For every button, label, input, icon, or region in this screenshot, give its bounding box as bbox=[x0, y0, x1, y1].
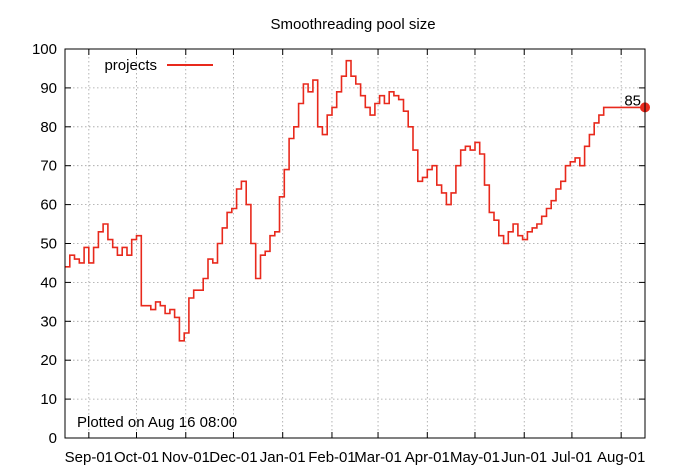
y-tick-label: 100 bbox=[32, 41, 57, 58]
x-tick-label: Dec-01 bbox=[209, 449, 257, 466]
grid-layer bbox=[65, 49, 645, 438]
y-tick-label: 40 bbox=[40, 274, 57, 291]
x-tick-label: Jun-01 bbox=[501, 449, 547, 466]
y-tick-label: 70 bbox=[40, 158, 57, 175]
plotted-on-note: Plotted on Aug 16 08:00 bbox=[77, 414, 237, 431]
y-tick-label: 80 bbox=[40, 119, 57, 136]
y-tick-label: 50 bbox=[40, 236, 57, 253]
legend: projects bbox=[104, 57, 213, 74]
series-line-projects bbox=[65, 59, 645, 342]
x-tick-label: Sep-01 bbox=[65, 449, 113, 466]
y-tick-label: 0 bbox=[49, 430, 57, 447]
x-tick-label: Oct-01 bbox=[114, 449, 159, 466]
x-tick-label: Jan-01 bbox=[260, 449, 306, 466]
series-end-label: 85 bbox=[624, 92, 641, 109]
legend-label-projects: projects bbox=[104, 57, 157, 74]
x-tick-label: Apr-01 bbox=[405, 449, 450, 466]
x-axis: Sep-01 Oct-01 Nov-01 Dec-01 Jan-01 Feb-01Mar-… bbox=[65, 49, 645, 466]
y-tick-label: 10 bbox=[40, 391, 57, 408]
x-tick-label: Aug-01 bbox=[597, 449, 645, 466]
y-tick-label: 90 bbox=[40, 80, 57, 97]
plot-frame bbox=[64, 48, 646, 439]
series-layer: 85 bbox=[65, 59, 650, 342]
chart-title: Smoothreading pool size bbox=[270, 16, 435, 33]
x-tick-label: May-01 bbox=[450, 449, 500, 466]
x-tick-label: Mar-01 bbox=[354, 449, 402, 466]
x-tick-label: Jul-01 bbox=[551, 449, 592, 466]
y-tick-label: 20 bbox=[40, 352, 57, 369]
y-axis: 0 10 20 30 40 50 60 70 80 90 100 bbox=[32, 41, 645, 447]
x-tick-label: Nov-01 bbox=[162, 449, 210, 466]
y-tick-label: 60 bbox=[40, 197, 57, 214]
x-tick-label: Feb-01 bbox=[308, 449, 356, 466]
y-tick-label: 30 bbox=[40, 313, 57, 330]
